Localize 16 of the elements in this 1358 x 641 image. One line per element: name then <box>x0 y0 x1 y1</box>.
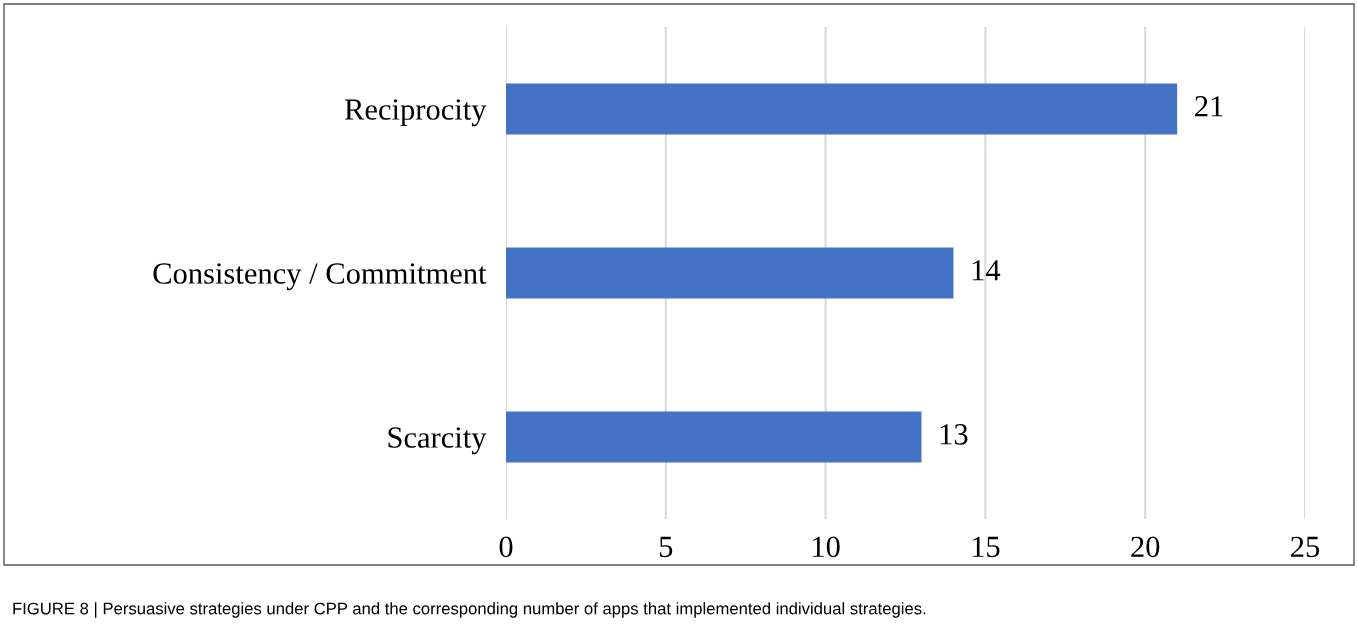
bar <box>506 83 1178 135</box>
data-label: 14 <box>972 260 1001 281</box>
y-tick-label: Scarcity <box>388 427 487 455</box>
x-tick-label: 0 <box>499 536 513 558</box>
y-tick-label: Reciprocity <box>344 99 487 127</box>
bar <box>506 411 922 463</box>
y-tick-label: Consistency / Commitment <box>153 263 487 291</box>
x-tick-label: 10 <box>813 536 840 558</box>
bar <box>506 247 954 299</box>
data-label: 13 <box>940 424 968 445</box>
x-tick-label: 20 <box>1131 536 1160 558</box>
x-tick-label: 15 <box>972 536 1000 558</box>
caption: FIGURE 8 | Persuasive strategies under CPP and the corresponding number of apps that implemented individual strategies. <box>13 602 926 618</box>
data-label: 21 <box>1195 96 1223 117</box>
x-tick-label: 25 <box>1291 536 1320 558</box>
x-tick-label: 5 <box>659 536 673 558</box>
